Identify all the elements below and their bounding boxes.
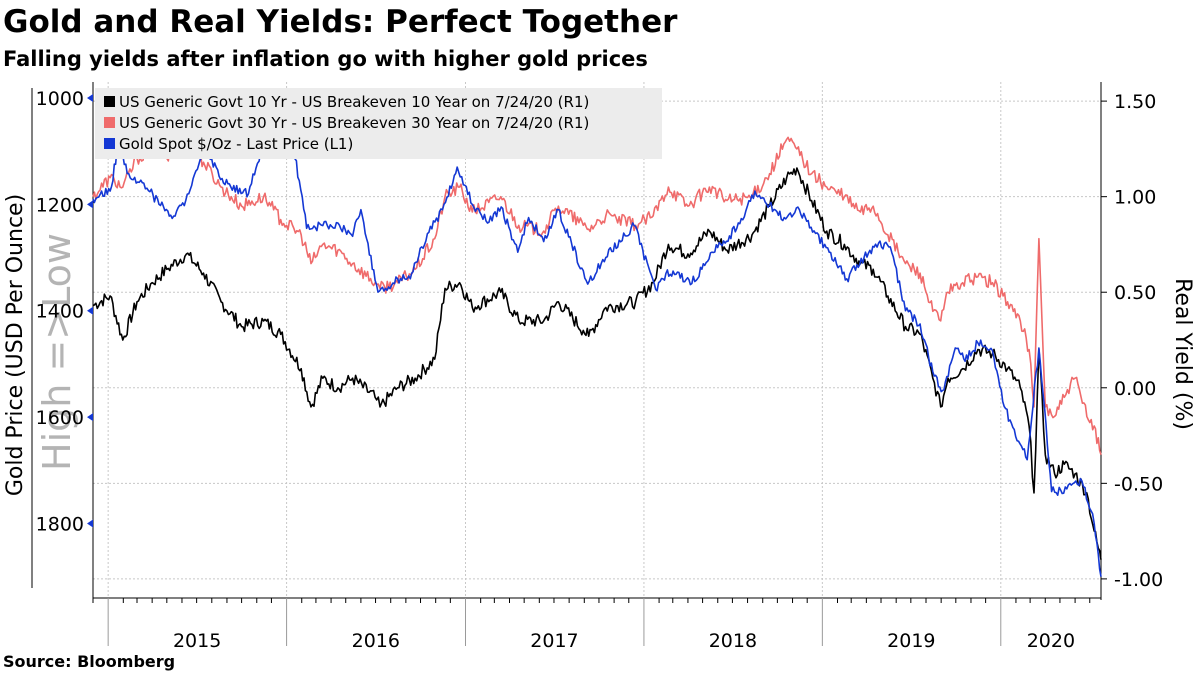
series-line-us10 <box>92 167 1102 560</box>
left-tick-label: 1800 <box>36 514 84 536</box>
x-year-label: 2020 <box>1027 630 1075 652</box>
left-tick-marker <box>87 519 93 528</box>
x-year-label: 2016 <box>352 630 400 652</box>
series-lines <box>92 123 1102 577</box>
right-tick-label: -1.00 <box>1114 569 1163 591</box>
left-tick-marker <box>87 306 93 315</box>
right-tick-label: 0.00 <box>1114 378 1156 400</box>
left-tick-label: 1200 <box>36 194 84 216</box>
x-year-label: 2015 <box>173 630 221 652</box>
legend-label-us10: US Generic Govt 10 Yr - US Breakeven 10 … <box>119 93 589 111</box>
series-line-gold <box>92 123 1102 577</box>
left-tick-label: 1000 <box>36 88 84 110</box>
watermark-label: High =>Low <box>35 233 79 471</box>
left-tick-marker <box>87 413 93 422</box>
chart-title: Gold and Real Yields: Perfect Together <box>3 4 678 40</box>
source-note: Source: Bloomberg <box>3 652 176 671</box>
x-year-label: 2018 <box>709 630 757 652</box>
chart-subtitle: Falling yields after inflation go with h… <box>3 47 648 71</box>
x-year-label: 2019 <box>887 630 935 652</box>
left-tick-label: 1400 <box>36 301 84 323</box>
axes: 1000 1200 1400 1600 1800 1.50 1.00 0.50 0.00 -0.5… <box>31 82 1163 652</box>
legend-swatch-us30 <box>104 117 115 128</box>
legend-background <box>95 88 662 159</box>
gridlines <box>93 82 1101 598</box>
legend-label-us30: US Generic Govt 30 Yr - US Breakeven 30 … <box>119 114 589 132</box>
x-year-label: 2017 <box>530 630 578 652</box>
left-tick-label: 1600 <box>36 407 84 429</box>
right-tick-label: -0.50 <box>1114 473 1163 495</box>
series-line-us30 <box>92 135 1102 455</box>
legend: US Generic Govt 10 Yr - US Breakeven 10 … <box>95 88 662 159</box>
left-axis-label: Gold Price (USD Per Ounce) <box>3 194 28 496</box>
legend-swatch-gold <box>104 138 115 149</box>
right-tick-label: 1.50 <box>1114 91 1156 113</box>
legend-swatch-us10 <box>104 96 115 107</box>
legend-label-gold: Gold Spot $/Oz - Last Price (L1) <box>119 135 353 153</box>
right-axis-label: Real Yield (%) <box>1170 278 1195 430</box>
right-tick-label: 0.50 <box>1114 282 1156 304</box>
right-tick-label: 1.00 <box>1114 187 1156 209</box>
left-tick-marker <box>87 200 93 209</box>
left-tick-marker <box>87 93 93 102</box>
